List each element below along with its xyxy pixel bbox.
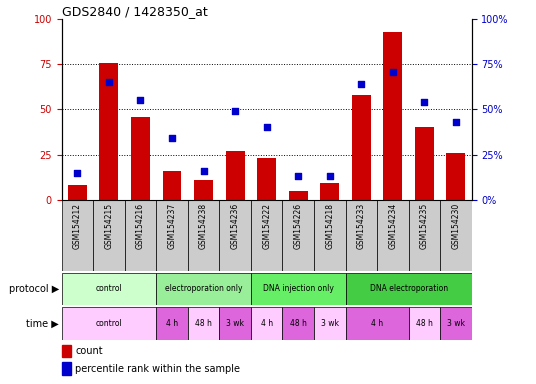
Text: 4 h: 4 h — [371, 319, 383, 328]
Point — [73, 170, 81, 176]
FancyBboxPatch shape — [377, 200, 408, 271]
FancyBboxPatch shape — [251, 307, 282, 340]
Bar — [131, 117, 150, 200]
Point — [136, 98, 145, 104]
Point — [420, 99, 429, 105]
Text: GSM154237: GSM154237 — [168, 203, 176, 250]
Text: GSM154226: GSM154226 — [294, 203, 303, 249]
Point — [263, 124, 271, 131]
Point — [389, 68, 397, 74]
Text: 4 h: 4 h — [260, 319, 273, 328]
Text: 48 h: 48 h — [290, 319, 307, 328]
Point — [357, 81, 366, 87]
Bar — [62, 345, 71, 357]
FancyBboxPatch shape — [188, 200, 219, 271]
Text: control: control — [95, 319, 122, 328]
FancyBboxPatch shape — [219, 307, 251, 340]
Text: GSM154218: GSM154218 — [325, 203, 334, 249]
Text: 48 h: 48 h — [416, 319, 433, 328]
Text: GSM154222: GSM154222 — [262, 203, 271, 249]
Text: 3 wk: 3 wk — [321, 319, 339, 328]
Text: GSM154235: GSM154235 — [420, 203, 429, 250]
FancyBboxPatch shape — [157, 273, 251, 305]
Text: GSM154230: GSM154230 — [451, 203, 460, 250]
FancyBboxPatch shape — [125, 200, 157, 271]
FancyBboxPatch shape — [440, 200, 472, 271]
Text: GSM154233: GSM154233 — [357, 203, 366, 250]
Text: DNA injection only: DNA injection only — [263, 285, 333, 293]
FancyBboxPatch shape — [314, 200, 346, 271]
Point — [325, 173, 334, 179]
Text: GDS2840 / 1428350_at: GDS2840 / 1428350_at — [62, 5, 207, 18]
Text: GSM154236: GSM154236 — [230, 203, 240, 250]
Point — [105, 79, 113, 86]
Bar — [162, 171, 182, 200]
FancyBboxPatch shape — [440, 307, 472, 340]
Text: GSM154216: GSM154216 — [136, 203, 145, 249]
Point — [168, 135, 176, 141]
FancyBboxPatch shape — [282, 200, 314, 271]
Bar — [352, 95, 371, 200]
Bar — [289, 191, 308, 200]
Text: GSM154212: GSM154212 — [73, 203, 82, 249]
Text: protocol ▶: protocol ▶ — [9, 284, 59, 294]
Bar — [257, 158, 276, 200]
Text: GSM154238: GSM154238 — [199, 203, 208, 249]
FancyBboxPatch shape — [188, 307, 219, 340]
Bar — [383, 32, 403, 200]
Text: 3 wk: 3 wk — [447, 319, 465, 328]
Bar — [194, 180, 213, 200]
Text: count: count — [75, 346, 103, 356]
FancyBboxPatch shape — [219, 200, 251, 271]
Point — [199, 168, 208, 174]
Bar — [446, 153, 465, 200]
Text: percentile rank within the sample: percentile rank within the sample — [75, 364, 240, 374]
Point — [294, 173, 302, 179]
FancyBboxPatch shape — [62, 307, 157, 340]
Text: 48 h: 48 h — [195, 319, 212, 328]
FancyBboxPatch shape — [408, 200, 440, 271]
Point — [231, 108, 240, 114]
FancyBboxPatch shape — [346, 307, 408, 340]
Text: control: control — [95, 285, 122, 293]
FancyBboxPatch shape — [408, 307, 440, 340]
Bar — [321, 184, 339, 200]
FancyBboxPatch shape — [157, 200, 188, 271]
Text: electroporation only: electroporation only — [165, 285, 242, 293]
Text: 4 h: 4 h — [166, 319, 178, 328]
FancyBboxPatch shape — [251, 273, 346, 305]
FancyBboxPatch shape — [314, 307, 346, 340]
Bar — [62, 362, 71, 375]
FancyBboxPatch shape — [346, 273, 472, 305]
Bar — [100, 63, 118, 200]
Point — [452, 119, 460, 125]
FancyBboxPatch shape — [62, 273, 157, 305]
FancyBboxPatch shape — [346, 200, 377, 271]
Bar — [68, 185, 87, 200]
Text: time ▶: time ▶ — [26, 318, 59, 329]
FancyBboxPatch shape — [93, 200, 125, 271]
Text: GSM154215: GSM154215 — [105, 203, 114, 249]
FancyBboxPatch shape — [251, 200, 282, 271]
FancyBboxPatch shape — [157, 307, 188, 340]
Bar — [226, 151, 244, 200]
FancyBboxPatch shape — [282, 307, 314, 340]
Bar — [415, 127, 434, 200]
FancyBboxPatch shape — [62, 200, 93, 271]
Text: DNA electroporation: DNA electroporation — [369, 285, 448, 293]
Text: 3 wk: 3 wk — [226, 319, 244, 328]
Text: GSM154234: GSM154234 — [388, 203, 397, 250]
